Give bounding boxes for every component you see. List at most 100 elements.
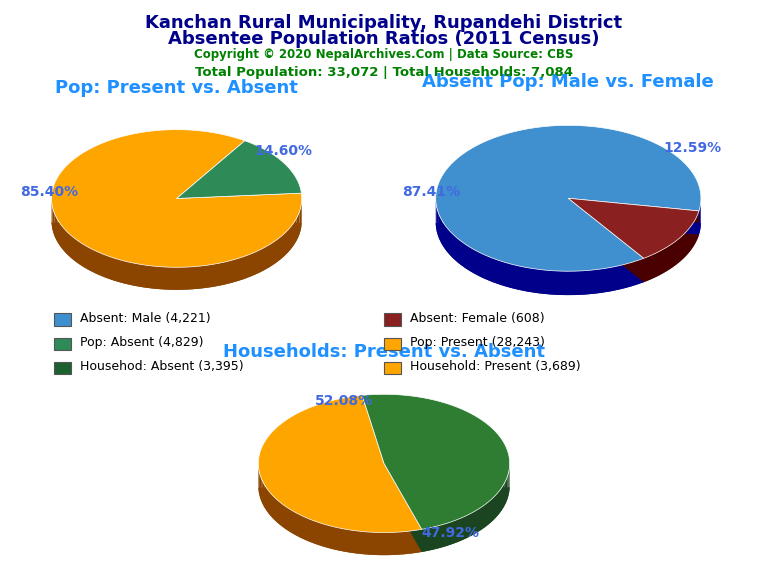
Text: 12.59%: 12.59% (664, 141, 722, 155)
Polygon shape (315, 521, 321, 546)
Text: Copyright © 2020 NepalArchives.Com | Data Source: CBS: Copyright © 2020 NepalArchives.Com | Dat… (194, 48, 574, 62)
Polygon shape (568, 198, 699, 235)
Polygon shape (384, 464, 422, 552)
Polygon shape (346, 529, 353, 553)
Polygon shape (445, 522, 451, 547)
Polygon shape (434, 525, 439, 550)
Polygon shape (685, 232, 686, 257)
Polygon shape (664, 248, 665, 272)
Polygon shape (422, 528, 428, 552)
Polygon shape (667, 246, 669, 271)
Polygon shape (484, 503, 488, 528)
Polygon shape (72, 236, 79, 264)
Polygon shape (652, 254, 654, 279)
Polygon shape (674, 241, 676, 266)
Polygon shape (679, 238, 680, 263)
Polygon shape (435, 201, 437, 232)
Polygon shape (680, 236, 681, 261)
Text: Househod: Absent (3,395): Househod: Absent (3,395) (80, 361, 243, 373)
Polygon shape (280, 502, 284, 528)
Polygon shape (657, 252, 659, 276)
Polygon shape (263, 482, 265, 508)
Polygon shape (134, 263, 144, 287)
Polygon shape (267, 489, 270, 515)
Text: 87.41%: 87.41% (402, 185, 461, 199)
Polygon shape (258, 486, 422, 555)
Polygon shape (687, 230, 688, 254)
Polygon shape (491, 497, 495, 522)
Polygon shape (388, 532, 395, 555)
Polygon shape (321, 523, 327, 548)
Polygon shape (428, 527, 434, 551)
Text: Household: Present (3,689): Household: Present (3,689) (410, 361, 581, 373)
Polygon shape (270, 492, 273, 518)
Polygon shape (66, 231, 72, 259)
Polygon shape (442, 221, 446, 251)
Polygon shape (293, 511, 299, 537)
Polygon shape (676, 241, 677, 265)
Polygon shape (500, 487, 502, 513)
Polygon shape (651, 255, 652, 279)
Polygon shape (276, 499, 280, 525)
Polygon shape (51, 221, 302, 290)
Polygon shape (51, 201, 52, 230)
Polygon shape (456, 518, 462, 543)
Polygon shape (665, 247, 667, 272)
Polygon shape (437, 207, 439, 238)
Title: Households: Present vs. Absent: Households: Present vs. Absent (223, 343, 545, 361)
Polygon shape (233, 257, 243, 282)
Polygon shape (79, 241, 86, 268)
Polygon shape (362, 395, 510, 529)
Polygon shape (515, 265, 526, 291)
Polygon shape (645, 257, 647, 282)
Text: 14.60%: 14.60% (254, 144, 313, 158)
Polygon shape (671, 244, 672, 268)
Text: Pop: Absent (4,829): Pop: Absent (4,829) (80, 336, 204, 349)
Polygon shape (269, 240, 276, 267)
Polygon shape (359, 531, 366, 555)
Polygon shape (488, 499, 491, 525)
Polygon shape (654, 253, 655, 278)
Polygon shape (495, 494, 497, 519)
Polygon shape (86, 246, 94, 273)
Polygon shape (550, 271, 562, 295)
Text: 52.08%: 52.08% (315, 393, 373, 408)
Polygon shape (599, 267, 611, 293)
Polygon shape (289, 509, 293, 534)
Polygon shape (223, 260, 233, 285)
Polygon shape (310, 519, 315, 544)
Text: Pop: Present (28,243): Pop: Present (28,243) (410, 336, 545, 349)
Text: Absentee Population Ratios (2011 Census): Absentee Population Ratios (2011 Census) (168, 30, 600, 48)
Polygon shape (252, 249, 261, 276)
Polygon shape (259, 471, 260, 497)
Polygon shape (568, 198, 699, 235)
Text: Absent: Male (4,221): Absent: Male (4,221) (80, 312, 210, 325)
Polygon shape (446, 227, 452, 257)
Polygon shape (293, 218, 296, 247)
Polygon shape (299, 514, 303, 539)
Polygon shape (526, 267, 538, 293)
Polygon shape (574, 271, 587, 295)
Text: 47.92%: 47.92% (422, 525, 480, 540)
Polygon shape (451, 520, 456, 544)
Polygon shape (167, 267, 178, 290)
Polygon shape (647, 256, 648, 281)
Polygon shape (660, 250, 661, 275)
Polygon shape (104, 254, 113, 281)
Text: Total Population: 33,072 | Total Households: 7,084: Total Population: 33,072 | Total Househo… (195, 66, 573, 79)
Polygon shape (644, 257, 645, 282)
Polygon shape (659, 251, 660, 275)
Polygon shape (288, 224, 293, 252)
Polygon shape (303, 517, 310, 541)
Title: Pop: Present vs. Absent: Pop: Present vs. Absent (55, 79, 298, 97)
Polygon shape (200, 264, 212, 289)
Polygon shape (144, 265, 155, 289)
Polygon shape (568, 222, 699, 282)
Polygon shape (415, 529, 422, 553)
Polygon shape (261, 245, 269, 272)
Polygon shape (123, 261, 134, 286)
Polygon shape (51, 130, 302, 267)
Polygon shape (339, 528, 346, 552)
Polygon shape (243, 253, 252, 279)
Title: Absent Pop: Male vs. Female: Absent Pop: Male vs. Female (422, 73, 714, 90)
